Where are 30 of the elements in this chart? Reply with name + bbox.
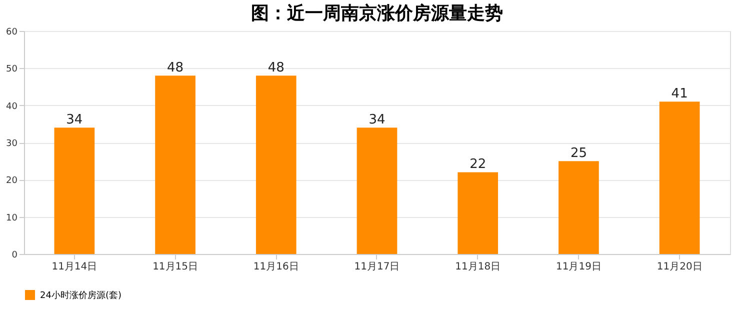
x-tick-label: 11月16日 [253,262,299,272]
x-tick-label: 11月14日 [52,262,98,272]
y-tick-label: 30 [6,139,18,149]
bar [356,128,398,254]
bar [659,102,700,254]
data-label: 48 [268,60,284,76]
y-tick-label: 60 [6,28,18,38]
data-label: 34 [66,112,83,128]
bar [54,128,95,254]
y-tick-label: 40 [6,102,18,112]
y-tick-label: 10 [6,213,18,224]
chart-title: 图：近一周南京涨价房源量走势 [251,3,503,24]
y-tick-label: 50 [6,64,18,75]
x-tick-label: 11月19日 [556,262,602,272]
data-label: 41 [671,86,688,102]
y-tick-label: 0 [12,250,18,260]
data-label: 22 [470,157,486,172]
data-label: 25 [570,146,587,162]
x-tick-label: 11月17日 [354,262,400,272]
data-label: 34 [368,112,386,128]
x-tick-label: 11月20日 [656,262,702,272]
bar [558,161,599,254]
bar [155,76,196,254]
legend-label: 24小时涨价房源(套) [40,290,122,301]
bar [458,172,498,254]
x-tick-label: 11月18日 [455,262,501,272]
y-tick-label: 20 [6,176,18,186]
x-tick-label: 11月15日 [152,262,198,272]
bar [256,76,296,254]
data-label: 48 [167,60,184,76]
